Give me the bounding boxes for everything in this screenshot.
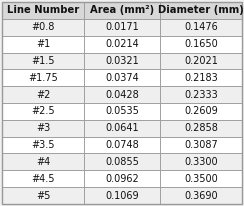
Bar	[2, 69, 84, 86]
Bar	[84, 86, 160, 103]
Bar	[160, 120, 242, 137]
Bar	[160, 19, 242, 36]
Text: #4.5: #4.5	[31, 174, 55, 184]
Text: 0.1650: 0.1650	[184, 39, 218, 49]
Bar	[2, 36, 84, 53]
Bar	[160, 69, 242, 86]
Bar	[84, 153, 160, 170]
Bar	[2, 187, 84, 204]
Bar	[2, 137, 84, 153]
Text: 0.2183: 0.2183	[184, 73, 218, 83]
Text: #1.5: #1.5	[31, 56, 55, 66]
Bar	[160, 153, 242, 170]
Text: #3: #3	[36, 123, 50, 133]
Text: 0.2609: 0.2609	[184, 107, 218, 116]
Bar	[2, 53, 84, 69]
Bar	[160, 187, 242, 204]
Bar	[160, 36, 242, 53]
Bar	[84, 170, 160, 187]
Bar	[160, 53, 242, 69]
Text: #2.5: #2.5	[31, 107, 55, 116]
Text: 0.2021: 0.2021	[184, 56, 218, 66]
Text: #5: #5	[36, 191, 50, 200]
Bar	[84, 103, 160, 120]
Bar	[84, 69, 160, 86]
Text: #2: #2	[36, 90, 50, 99]
Text: Area (mm²): Area (mm²)	[90, 6, 154, 15]
Text: 0.0535: 0.0535	[105, 107, 139, 116]
Text: #1.75: #1.75	[28, 73, 58, 83]
Text: #4: #4	[36, 157, 50, 167]
Bar	[160, 103, 242, 120]
Bar	[84, 53, 160, 69]
Text: #1: #1	[36, 39, 50, 49]
Bar	[2, 2, 84, 19]
Text: 0.1476: 0.1476	[184, 22, 218, 32]
Text: 0.1069: 0.1069	[105, 191, 139, 200]
Text: Line Number: Line Number	[7, 6, 79, 15]
Bar	[2, 103, 84, 120]
Text: 0.3300: 0.3300	[184, 157, 218, 167]
Bar	[84, 137, 160, 153]
Text: 0.0641: 0.0641	[105, 123, 139, 133]
Text: 0.0374: 0.0374	[105, 73, 139, 83]
Text: 0.0962: 0.0962	[105, 174, 139, 184]
Text: 0.0428: 0.0428	[105, 90, 139, 99]
Text: 0.0171: 0.0171	[105, 22, 139, 32]
Text: 0.0748: 0.0748	[105, 140, 139, 150]
Bar	[2, 86, 84, 103]
Text: 0.2333: 0.2333	[184, 90, 218, 99]
Bar	[84, 187, 160, 204]
Text: 0.3690: 0.3690	[184, 191, 218, 200]
Bar	[2, 153, 84, 170]
Bar	[160, 86, 242, 103]
Bar	[160, 170, 242, 187]
Text: 0.2858: 0.2858	[184, 123, 218, 133]
Bar	[84, 36, 160, 53]
Bar	[84, 2, 160, 19]
Bar	[84, 120, 160, 137]
Text: 0.0321: 0.0321	[105, 56, 139, 66]
Bar	[84, 19, 160, 36]
Bar	[2, 170, 84, 187]
Text: 0.0855: 0.0855	[105, 157, 139, 167]
Text: #3.5: #3.5	[31, 140, 55, 150]
Bar	[160, 2, 242, 19]
Text: Diameter (mm): Diameter (mm)	[158, 6, 244, 15]
Text: 0.3087: 0.3087	[184, 140, 218, 150]
Text: 0.3500: 0.3500	[184, 174, 218, 184]
Bar	[2, 19, 84, 36]
Text: #0.8: #0.8	[31, 22, 55, 32]
Bar	[2, 120, 84, 137]
Text: 0.0214: 0.0214	[105, 39, 139, 49]
Bar	[160, 137, 242, 153]
